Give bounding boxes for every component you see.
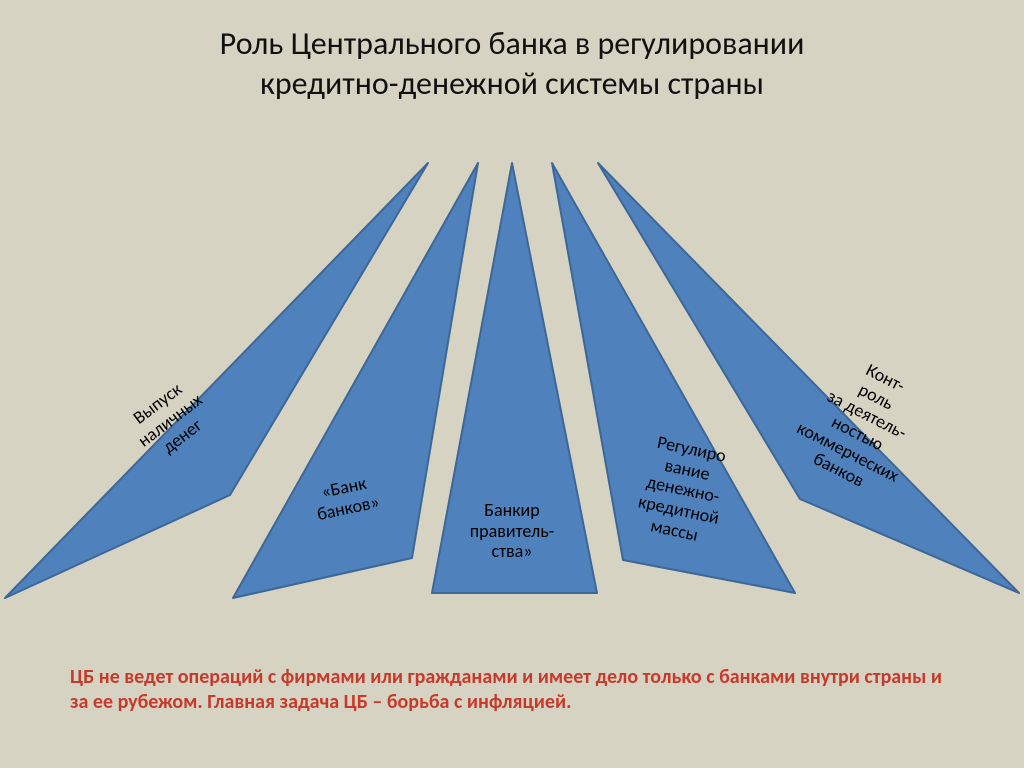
- footer-note: ЦБ не ведет операций с фирмами или гражд…: [70, 665, 954, 715]
- slide: Роль Центрального банка в регулировании …: [0, 0, 1024, 768]
- triangle-3-gov-banker-label: Банкирправитель-ства»: [432, 500, 592, 562]
- footer-text: ЦБ не ведет операций с фирмами или гражд…: [70, 665, 942, 714]
